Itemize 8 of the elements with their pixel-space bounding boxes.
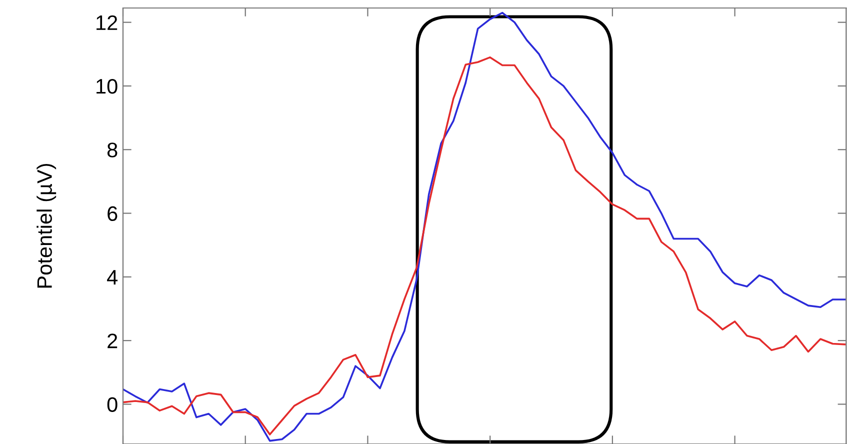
y-tick-label: 0 — [107, 397, 118, 412]
y-tick-label: 8 — [107, 142, 118, 158]
y-tick-label: 4 — [107, 270, 118, 284]
y-tick-label: 2 — [108, 334, 118, 348]
y-axis-title: Potentiel (µV) — [36, 164, 56, 288]
y-tick-label: 6 — [108, 206, 118, 222]
y-tick-label: 10 — [96, 78, 118, 94]
y-tick-label: 12 — [96, 15, 118, 30]
